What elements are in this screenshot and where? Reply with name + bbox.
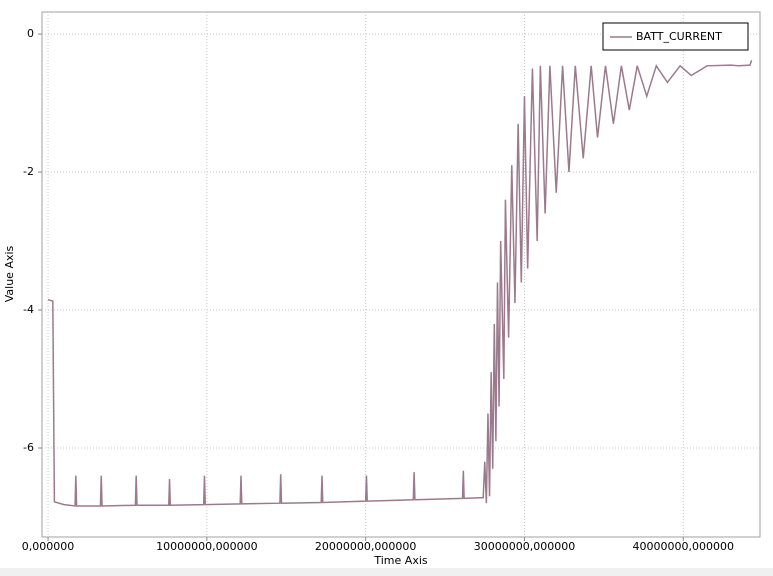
x-tick-label: 30000000,000000 — [474, 540, 575, 553]
y-tick-label: -4 — [23, 303, 34, 316]
x-tick-label: 20000000,000000 — [315, 540, 416, 553]
x-tick-label: 40000000,000000 — [633, 540, 734, 553]
plot-frame — [41, 11, 761, 538]
status-strip — [0, 568, 773, 576]
x-axis-label: Time Axis — [373, 554, 428, 567]
data-line — [47, 60, 753, 507]
x-tick-label: 10000000,000000 — [156, 540, 257, 553]
y-tick-label: -6 — [23, 441, 34, 454]
y-axis-label: Value Axis — [3, 245, 16, 302]
x-tick-label: 0,000000 — [22, 540, 75, 553]
y-tick-label: -2 — [23, 165, 34, 178]
y-tick-label: 0 — [27, 27, 34, 40]
legend-label: BATT_CURRENT — [636, 30, 722, 43]
